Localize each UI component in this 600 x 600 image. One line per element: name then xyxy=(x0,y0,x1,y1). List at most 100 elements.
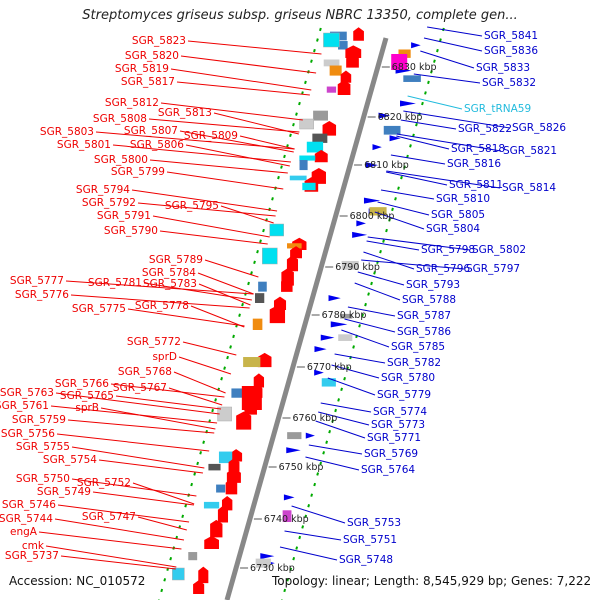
accession-text: Accession: NC_010572 xyxy=(9,574,146,588)
left-gene-label: cmk xyxy=(22,540,45,552)
kbp-tick-label: 6750 kbp xyxy=(279,462,324,473)
right-gene-label: SGR_5832 xyxy=(482,77,536,89)
right-gene-label: SGR_5782 xyxy=(387,357,441,369)
right-leader-line xyxy=(320,402,372,413)
plus-strand-gene xyxy=(286,255,299,272)
right-gene-label: SGR_5785 xyxy=(391,341,445,353)
left-gene-label: SGR_5776 xyxy=(15,289,69,301)
left-gene-label: SGR_5744 xyxy=(0,513,53,525)
left-gene-label: SGR_5759 xyxy=(12,414,66,426)
right-leader-line xyxy=(305,456,360,471)
feature-block xyxy=(172,567,185,581)
right-gene-label: SGR_5833 xyxy=(476,62,530,74)
right-gene-label: SGR_5793 xyxy=(406,279,460,291)
kbp-tick-label: 6740 kbp xyxy=(264,514,309,525)
feature-box xyxy=(231,388,246,398)
feature-tracks xyxy=(158,27,445,600)
left-leader-line xyxy=(159,230,268,245)
right-leader-line xyxy=(386,170,501,189)
right-gene-label: SGR_5786 xyxy=(397,326,451,338)
left-leader-line xyxy=(170,68,312,91)
left-gene-label: SGR_5761 xyxy=(0,400,49,412)
right-gene-label: SGR_5814 xyxy=(502,182,556,194)
right-leader-line xyxy=(284,530,342,541)
left-gene-label: SGR_5747 xyxy=(82,511,136,523)
right-gene-label: SGR_5804 xyxy=(426,223,480,235)
right-leader-line xyxy=(308,444,363,455)
left-gene-label: SGR_5768 xyxy=(118,366,172,378)
left-leader-line xyxy=(110,383,225,398)
right-leader-line xyxy=(367,236,471,251)
right-gene-label: SGR_5773 xyxy=(371,419,425,431)
plus-strand-gene xyxy=(353,27,364,41)
page-title: Streptomyces griseus subsp. griseus NBRC… xyxy=(82,8,518,23)
plus-strand-gene xyxy=(281,277,293,292)
left-leader-line xyxy=(112,144,291,163)
left-gene-label: SGR_5789 xyxy=(149,254,203,266)
left-gene-label: SGR_5819 xyxy=(115,63,169,75)
feature-box xyxy=(306,141,324,153)
feature-box xyxy=(243,357,261,368)
plus-strand-gene xyxy=(337,80,351,95)
feature-box xyxy=(255,558,271,568)
plus-strand-gene xyxy=(193,580,205,594)
plus-strand-gene xyxy=(198,566,209,584)
feature-box xyxy=(289,175,307,181)
left-leader-line xyxy=(38,531,182,550)
feature-box xyxy=(369,207,387,216)
right-gene-label: SGR_5764 xyxy=(361,464,415,476)
left-gene-label: SGR_5800 xyxy=(94,154,148,166)
right-gene-label: SGR_5802 xyxy=(472,244,526,256)
right-leader-line xyxy=(400,119,457,130)
minus-strand-gene xyxy=(365,162,379,169)
left-leader-line xyxy=(149,159,288,174)
right-leader-line xyxy=(334,353,386,364)
left-leader-line xyxy=(98,459,203,474)
feature-box xyxy=(254,293,265,303)
left-tick-rail xyxy=(158,27,322,600)
left-gene-label: SGR_5746 xyxy=(2,499,56,511)
right-leader-line xyxy=(407,95,463,110)
left-gene-label: SGR_5777 xyxy=(10,275,64,287)
minus-strand-gene xyxy=(314,346,327,353)
left-gene-label: SGR_5754 xyxy=(43,454,97,466)
right-leader-line xyxy=(423,37,483,52)
left-leader-line xyxy=(182,341,237,356)
left-leader-line xyxy=(166,171,284,190)
plus-strand-gene xyxy=(340,70,352,83)
left-leader-line xyxy=(178,356,232,375)
left-gene-label: SGR_5813 xyxy=(158,107,212,119)
left-gene-label: SGR_5808 xyxy=(93,113,147,125)
plus-strand-gene xyxy=(257,352,272,368)
right-leader-line xyxy=(420,50,475,69)
left-gene-label: sprD xyxy=(152,351,177,363)
left-gene-label: SGR_5807 xyxy=(124,125,178,137)
left-gene-label: SGR_5820 xyxy=(125,50,179,62)
left-leader-line xyxy=(57,504,190,523)
left-gene-label: engA xyxy=(10,526,38,538)
feature-box xyxy=(252,318,263,330)
genome-summary-text: Topology: linear; Length: 8,545,929 bp; … xyxy=(272,574,592,588)
minus-strand-gene xyxy=(363,197,381,204)
left-gene-label: SGR_5775 xyxy=(72,303,126,315)
left-leader-line xyxy=(131,189,278,212)
minus-strand-gene xyxy=(356,220,366,227)
feature-box xyxy=(338,41,348,50)
right-gene-label: SGR_5748 xyxy=(339,554,393,566)
right-leader-line xyxy=(403,110,511,129)
feature-box xyxy=(287,243,302,249)
leader-lines xyxy=(38,26,511,570)
right-tick-rail xyxy=(281,27,445,600)
left-leader-line xyxy=(143,282,252,301)
kbp-tick-label: 6760 kbp xyxy=(292,413,337,424)
right-gene-label: SGR_5787 xyxy=(397,310,451,322)
left-gene-label: SGR_5812 xyxy=(105,97,159,109)
left-leader-line xyxy=(132,482,195,505)
left-gene-label: SGR_5750 xyxy=(16,473,70,485)
minus-strand-gene xyxy=(378,112,391,119)
left-leader-line xyxy=(70,294,250,309)
right-gene-label: SGR_5805 xyxy=(431,209,485,221)
plus-strand-gene xyxy=(236,411,252,430)
right-leader-line xyxy=(327,377,376,396)
